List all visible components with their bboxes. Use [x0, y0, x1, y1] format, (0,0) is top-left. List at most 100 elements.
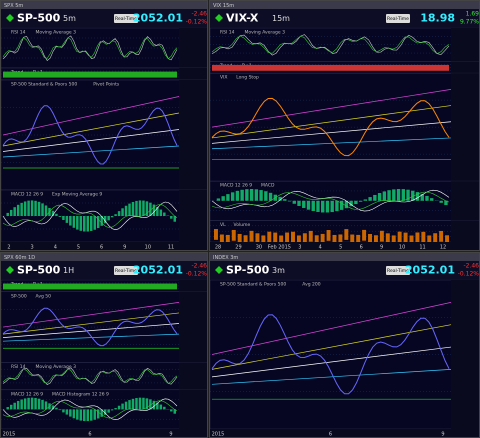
volume-bar [279, 235, 284, 247]
pane-extra: Moving Average 3 [245, 30, 286, 36]
time-label: 6 [100, 245, 103, 251]
realtime-button[interactable] [114, 266, 138, 275]
time-label: 5 [77, 245, 80, 251]
trend-line [211, 324, 452, 370]
trend-line [2, 145, 180, 158]
pane [210, 279, 479, 430]
trend-bar [3, 283, 177, 290]
volume-bar [350, 234, 355, 246]
histogram-bar [245, 189, 249, 201]
realtime-label: Real-Time [387, 16, 409, 22]
histogram-bar [439, 200, 443, 203]
histogram-bar [93, 409, 96, 420]
volume-bar [373, 235, 378, 247]
time-label: 11 [168, 245, 174, 251]
time-label: 3 [298, 245, 301, 251]
price-axis [451, 61, 479, 74]
histogram-bar [145, 398, 149, 410]
change: 1.69 [466, 11, 480, 18]
title-bar[interactable] [1, 253, 208, 261]
price-axis [451, 220, 479, 242]
histogram-bar [221, 196, 225, 201]
realtime-label: Real-Time [115, 16, 137, 22]
histogram-bar [444, 200, 448, 206]
histogram-bar [23, 201, 27, 216]
volume-bar [433, 233, 438, 245]
volume-bar [362, 229, 367, 241]
histogram-bar [55, 213, 58, 216]
histogram-bar [325, 200, 330, 213]
histogram-bar [69, 216, 72, 226]
histogram-bar [16, 204, 20, 216]
histogram-bar [100, 409, 103, 417]
title-bar[interactable] [210, 1, 480, 9]
volume-bar [338, 234, 343, 246]
volume-bar [385, 233, 390, 245]
histogram-bar [41, 203, 44, 216]
price-line [211, 97, 450, 157]
trend-line [2, 323, 180, 338]
realtime-button[interactable] [386, 266, 410, 275]
histogram-bar [58, 216, 62, 217]
histogram-bar [159, 404, 163, 410]
time-label: 9 [441, 432, 444, 438]
volume-bar [415, 232, 420, 244]
realtime-button[interactable] [386, 14, 410, 23]
histogram-bar [135, 200, 138, 216]
volume-bar [225, 234, 230, 246]
histogram-bar [20, 202, 23, 216]
volume-bar [445, 235, 450, 247]
realtime-button[interactable] [114, 14, 138, 23]
histogram-bar [65, 409, 69, 415]
histogram-bar [396, 189, 401, 201]
pane-label: VL [220, 222, 226, 228]
histogram-bar [368, 197, 372, 201]
histogram-bar [344, 200, 349, 209]
histogram-bar [420, 193, 424, 201]
volume-bar [296, 235, 301, 247]
histogram-bar [72, 409, 76, 419]
histogram-bar [86, 216, 90, 232]
time-label: 10 [399, 245, 405, 251]
price-axis [179, 280, 207, 292]
histogram-bar [142, 397, 145, 410]
time-label: 2015 [3, 432, 16, 438]
price-axis [451, 28, 479, 62]
pane-extra: Avg 50 [36, 293, 52, 299]
volume-bar [397, 231, 402, 243]
histogram-bar [62, 409, 65, 413]
time-label: 28 [215, 245, 221, 251]
time-label: 6 [88, 432, 91, 438]
histogram-bar [13, 402, 16, 410]
chart-window: INDEX 3m SP-500 3m Real-Time 2052.01 -2.46 -0.… [209, 252, 480, 438]
histogram-bar [135, 398, 138, 410]
trend-bar [212, 64, 449, 71]
change: -2.46 [191, 263, 207, 270]
histogram-bar [264, 191, 268, 201]
histogram-bar [6, 407, 9, 410]
pane-label: SP-500 [11, 293, 27, 299]
histogram-bar [55, 407, 58, 410]
histogram-bar [230, 192, 235, 201]
symbol-bar [1, 261, 207, 279]
pane-extra: MACD [261, 183, 275, 189]
trend-line [2, 129, 180, 152]
volume-bar [320, 233, 325, 245]
title-bar[interactable] [1, 1, 208, 9]
change: -2.46 [463, 263, 479, 270]
time-label: 4 [319, 245, 322, 251]
histogram-bar [79, 409, 83, 421]
title-bar[interactable] [210, 253, 480, 261]
time-label: 30 [256, 245, 262, 251]
histogram-bar [425, 195, 429, 201]
window-title: SPX 60m 1D [4, 255, 35, 261]
volume-bar [302, 233, 307, 245]
time-label: 12 [440, 245, 446, 251]
histogram-bar [292, 200, 296, 204]
histogram-bar [170, 216, 173, 219]
histogram-bar [103, 409, 107, 415]
volume-bar [237, 233, 242, 245]
rsi-average [2, 37, 178, 60]
